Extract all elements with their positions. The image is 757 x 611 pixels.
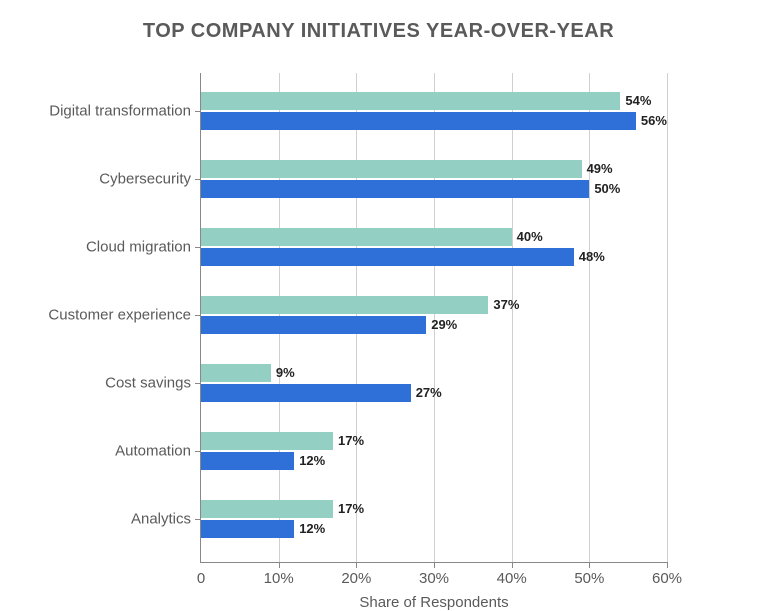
x-tick-label: 40% xyxy=(497,562,527,587)
category-group: Customer experience37%29% xyxy=(201,296,667,334)
category-label: Analytics xyxy=(131,510,201,527)
category-label: Cloud migration xyxy=(86,238,201,255)
category-group: Analytics17%12% xyxy=(201,500,667,538)
bar: 29% xyxy=(201,316,426,334)
category-group: Digital transformation54%56% xyxy=(201,92,667,130)
bar-value-label: 40% xyxy=(512,228,543,246)
bar: 40% xyxy=(201,228,512,246)
bar: 12% xyxy=(201,452,294,470)
bar: 17% xyxy=(201,500,333,518)
category-group: Cost savings9%27% xyxy=(201,364,667,402)
bar: 54% xyxy=(201,92,620,110)
bar: 49% xyxy=(201,160,582,178)
bar: 12% xyxy=(201,520,294,538)
bar: 48% xyxy=(201,248,574,266)
bar: 9% xyxy=(201,364,271,382)
category-label: Cost savings xyxy=(105,374,201,391)
bar-value-label: 12% xyxy=(294,520,325,538)
bar-value-label: 17% xyxy=(333,500,364,518)
bar-value-label: 49% xyxy=(582,160,613,178)
bar-value-label: 27% xyxy=(411,384,442,402)
category-label: Cybersecurity xyxy=(99,170,201,187)
bar-value-label: 56% xyxy=(636,112,667,130)
category-label: Automation xyxy=(115,442,201,459)
chart-container: TOP COMPANY INITIATIVES YEAR-OVER-YEAR 0… xyxy=(0,0,757,608)
bar: 17% xyxy=(201,432,333,450)
bar: 37% xyxy=(201,296,488,314)
plot-area: 0 Share of Respondents 10%20%30%40%50%60… xyxy=(200,73,667,563)
bar-value-label: 17% xyxy=(333,432,364,450)
category-group: Cloud migration40%48% xyxy=(201,228,667,266)
bar-value-label: 50% xyxy=(589,180,620,198)
bar: 50% xyxy=(201,180,589,198)
grid-line xyxy=(667,73,668,562)
bar-value-label: 9% xyxy=(271,364,295,382)
category-group: Cybersecurity49%50% xyxy=(201,160,667,198)
bar-value-label: 29% xyxy=(426,316,457,334)
x-tick-label: 30% xyxy=(419,562,449,587)
category-label: Customer experience xyxy=(48,306,201,323)
category-label: Digital transformation xyxy=(49,102,201,119)
category-group: Automation17%12% xyxy=(201,432,667,470)
x-tick-label: 60% xyxy=(652,562,682,587)
x-tick-label: 10% xyxy=(264,562,294,587)
bar-value-label: 54% xyxy=(620,92,651,110)
bar: 56% xyxy=(201,112,636,130)
bar-value-label: 48% xyxy=(574,248,605,266)
bar-value-label: 37% xyxy=(488,296,519,314)
bar: 27% xyxy=(201,384,411,402)
x-tick-label: 20% xyxy=(341,562,371,587)
x-tick-label: 50% xyxy=(574,562,604,587)
chart-title: TOP COMPANY INITIATIVES YEAR-OVER-YEAR xyxy=(30,20,727,43)
bar-value-label: 12% xyxy=(294,452,325,470)
x-tick-0: 0 xyxy=(197,562,205,587)
